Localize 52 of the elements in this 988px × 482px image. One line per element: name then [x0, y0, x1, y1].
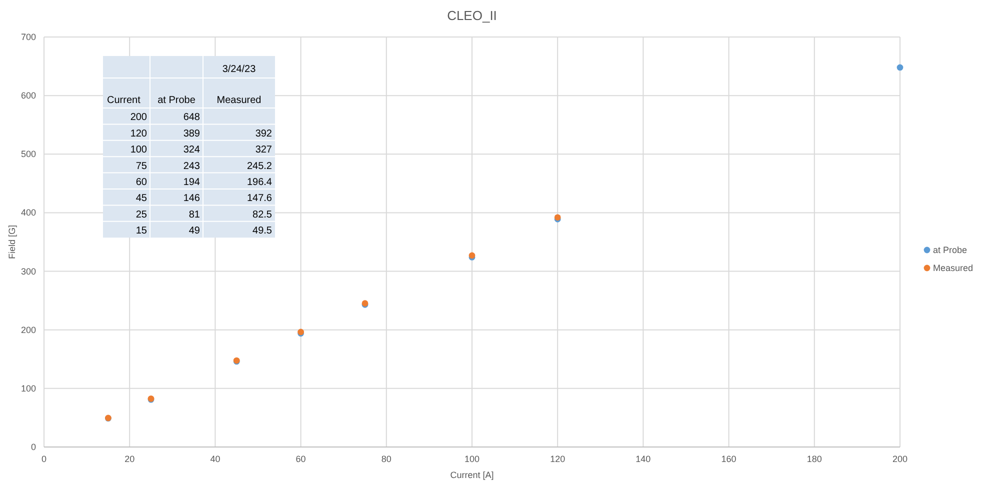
y-tick-label: 700 — [20, 32, 36, 42]
text: 392 — [255, 128, 272, 140]
y-tick-label: 200 — [20, 324, 36, 335]
y-tick-label: 0 — [30, 442, 36, 452]
annotation: 3/24/23 — [222, 64, 256, 75]
y-tick-label: 100 — [20, 383, 36, 394]
y-axis-title: Field [G] — [7, 224, 17, 260]
y-tick-label: 300 — [20, 266, 36, 276]
x-tick-label: 180 — [806, 454, 822, 464]
text: 200 — [130, 112, 147, 124]
y-tick-label: 600 — [20, 90, 36, 101]
text: 196.4 — [246, 177, 272, 188]
text: 75 — [136, 160, 147, 172]
text: 146 — [183, 193, 200, 204]
legend-label: Measured — [933, 263, 974, 273]
text: 49.5 — [252, 226, 272, 237]
text: 648 — [183, 112, 200, 124]
text: 243 — [183, 160, 200, 172]
text: 82.5 — [252, 209, 272, 220]
text: 45 — [136, 193, 147, 204]
x-tick-label: 20 — [124, 454, 135, 464]
text: 147.6 — [246, 193, 272, 204]
text: 389 — [183, 128, 200, 140]
chart-title: CLEO_II — [447, 8, 497, 23]
text: 327 — [255, 144, 272, 156]
text: 15 — [136, 226, 147, 237]
x-tick-label: 60 — [296, 454, 306, 464]
text: 25 — [136, 209, 147, 220]
text: 81 — [188, 209, 200, 220]
y-tick-label: 400 — [20, 208, 36, 218]
x-tick-label: 140 — [636, 454, 651, 464]
text: 120 — [130, 128, 147, 140]
x-axis-title: Current [A] — [450, 470, 494, 480]
point — [896, 64, 904, 71]
text: 194 — [183, 177, 200, 188]
category-label: Current — [107, 95, 141, 106]
x-tick-label: 120 — [550, 454, 566, 464]
text: 49 — [188, 226, 200, 237]
text: 100 — [130, 144, 147, 156]
x-tick-label: 200 — [892, 454, 908, 464]
text: 245.2 — [246, 160, 272, 172]
text: 324 — [183, 144, 200, 156]
x-tick-label: 0 — [41, 454, 47, 464]
category-label: at Probe — [158, 95, 196, 106]
x-tick-label: 100 — [464, 454, 480, 464]
x-tick-label: 160 — [721, 454, 736, 464]
text: 60 — [136, 177, 147, 188]
y-tick-label: 500 — [20, 149, 36, 160]
category-label: Measured — [216, 95, 262, 106]
x-tick-label: 80 — [381, 454, 392, 464]
x-tick-label: 40 — [210, 454, 220, 464]
legend-label: at Probe — [933, 245, 968, 255]
